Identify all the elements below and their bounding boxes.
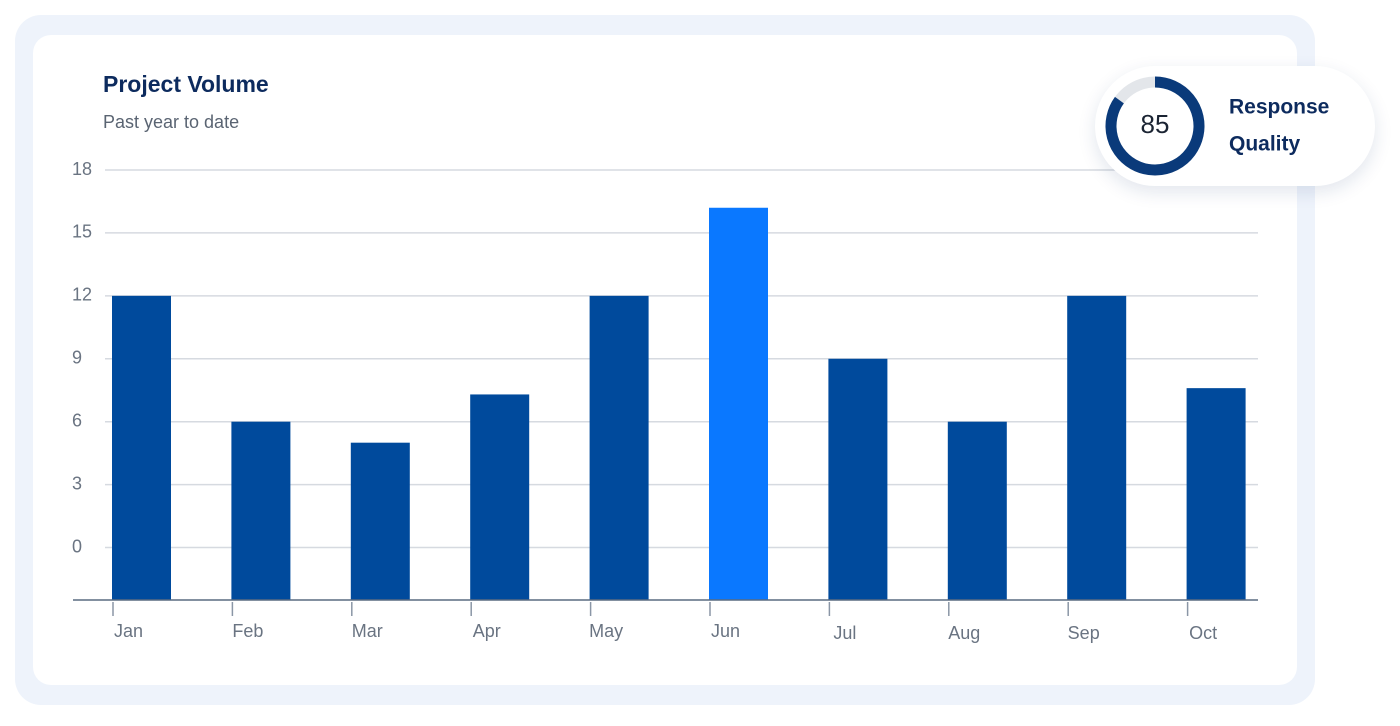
x-tick-label: Apr — [473, 621, 501, 641]
x-tick-label: Aug — [948, 623, 980, 643]
y-tick-label: 12 — [72, 285, 92, 305]
bar — [1186, 388, 1246, 600]
bar — [231, 421, 291, 600]
bar — [947, 421, 1007, 600]
y-tick-label: 6 — [72, 410, 82, 430]
chart-title: Project Volume — [103, 71, 269, 97]
x-tick-label: May — [589, 621, 623, 641]
chart-subtitle: Past year to date — [103, 112, 239, 132]
bar — [112, 295, 171, 600]
bar — [470, 394, 530, 600]
y-tick-label: 18 — [72, 159, 92, 179]
gauge-label: Quality — [1229, 133, 1301, 156]
bar — [1067, 295, 1127, 600]
bar — [828, 358, 888, 600]
x-tick-label: Jul — [833, 623, 856, 643]
gauge-label: Response — [1229, 96, 1329, 119]
bar — [589, 295, 649, 600]
y-tick-label: 9 — [72, 348, 82, 368]
x-tick-label: Feb — [232, 621, 263, 641]
y-tick-label: 0 — [72, 536, 82, 556]
gauge-arc — [1105, 76, 1205, 176]
bar — [709, 207, 768, 600]
bar — [350, 442, 410, 600]
x-tick-label: Sep — [1068, 623, 1100, 643]
gauge-value: 85 — [1141, 109, 1170, 139]
y-tick-label: 15 — [72, 222, 92, 242]
x-tick-label: Jun — [711, 621, 740, 641]
x-tick-label: Oct — [1189, 623, 1217, 643]
x-tick-label: Mar — [352, 621, 383, 641]
y-tick-label: 3 — [72, 473, 82, 493]
x-tick-label: Jan — [114, 621, 143, 641]
